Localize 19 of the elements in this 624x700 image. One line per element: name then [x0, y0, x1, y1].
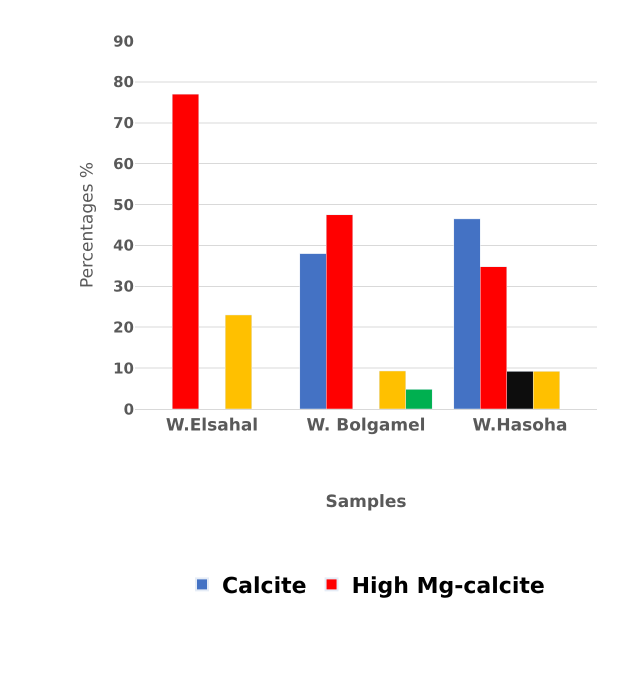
y-tick-label: 0 — [124, 400, 134, 418]
y-tick-label: 40 — [113, 236, 134, 255]
y-tick-label: 60 — [113, 154, 134, 173]
x-axis-title: Samples — [325, 492, 407, 512]
y-tick-label: 90 — [113, 32, 134, 50]
y-tick-label: 70 — [113, 114, 134, 132]
bar — [172, 94, 200, 409]
y-tick-label: 10 — [113, 359, 134, 378]
y-tick-label: 50 — [113, 196, 134, 214]
bar — [224, 314, 252, 409]
y-axis-title: Percentages % — [78, 162, 98, 288]
x-tick-label: W. Bolgamel — [306, 415, 426, 436]
legend-label: Calcite — [222, 574, 307, 599]
x-tick-label: W.Elsahal — [166, 415, 258, 436]
y-tick-label: 30 — [113, 278, 134, 296]
legend-label: High Mg-calcite — [352, 574, 545, 599]
y-tick-label: 20 — [113, 318, 134, 336]
x-tick-label: W.Hasoha — [472, 415, 568, 436]
y-tick-label: 80 — [113, 73, 134, 92]
